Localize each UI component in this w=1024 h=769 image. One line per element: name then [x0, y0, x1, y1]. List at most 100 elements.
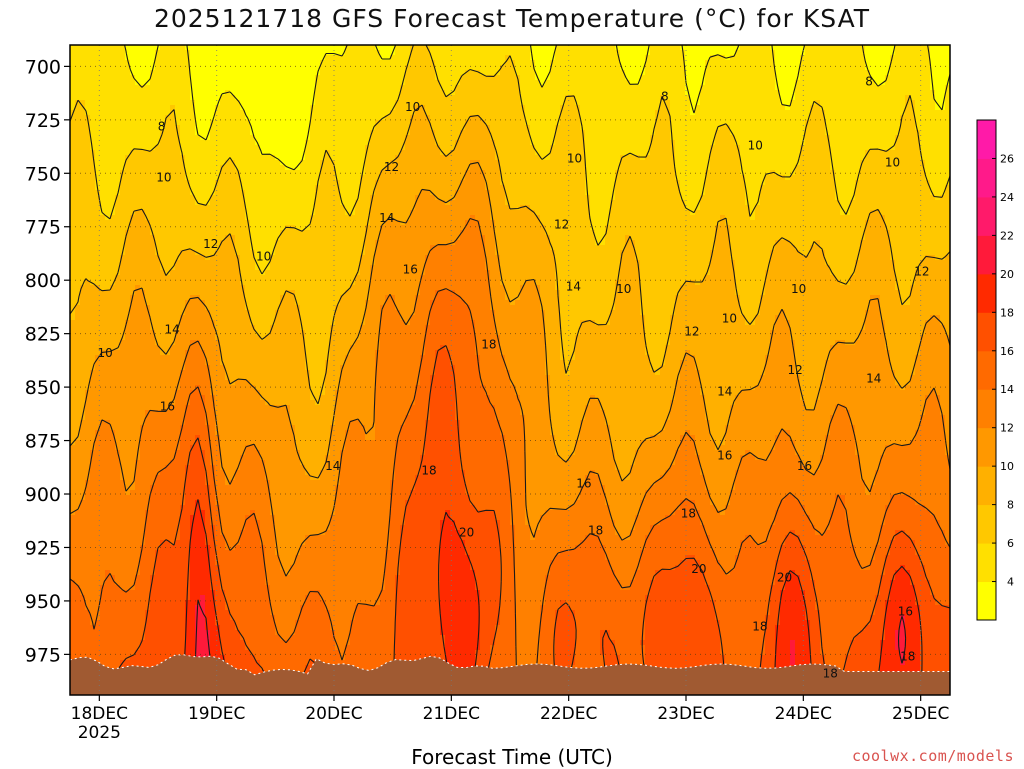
field-cell: [810, 145, 816, 151]
field-cell: [260, 100, 266, 106]
field-cell: [500, 155, 506, 161]
field-cell: [475, 125, 481, 131]
field-cell: [205, 160, 211, 166]
field-cell: [145, 55, 151, 61]
field-cell: [835, 120, 841, 126]
field-cell: [505, 175, 511, 181]
field-cell: [730, 140, 736, 146]
field-cell: [75, 135, 81, 141]
field-cell: [730, 125, 736, 131]
field-cell: [605, 85, 611, 91]
field-cell: [660, 130, 666, 136]
field-cell: [255, 95, 261, 101]
field-cell: [335, 145, 341, 151]
field-cell: [640, 140, 646, 146]
field-cell: [895, 65, 901, 71]
field-cell: [265, 55, 271, 61]
field-cell: [295, 60, 301, 66]
field-cell: [655, 80, 661, 86]
field-cell: [445, 135, 451, 141]
field-cell: [155, 105, 161, 111]
field-cell: [75, 95, 81, 101]
field-cell: [235, 155, 241, 161]
field-cell: [230, 175, 236, 181]
field-cell: [460, 80, 466, 86]
field-cell: [125, 125, 131, 131]
field-cell: [855, 95, 861, 101]
field-cell: [710, 45, 716, 51]
field-cell: [295, 85, 301, 91]
field-cell: [675, 50, 681, 56]
field-cell: [310, 160, 316, 166]
field-cell: [845, 105, 851, 111]
field-cell: [220, 85, 226, 91]
field-cell: [650, 65, 656, 71]
field-cell: [755, 95, 761, 101]
field-cell: [185, 150, 191, 156]
field-cell: [805, 80, 811, 86]
field-cell: [790, 50, 796, 56]
field-cell: [190, 55, 196, 61]
field-cell: [180, 105, 186, 111]
field-cell: [700, 135, 706, 141]
field-cell: [75, 155, 81, 161]
field-cell: [605, 55, 611, 61]
field-cell: [675, 75, 681, 81]
field-cell: [635, 50, 641, 56]
field-cell: [630, 130, 636, 136]
field-cell: [120, 90, 126, 96]
field-cell: [765, 55, 771, 61]
field-cell: [260, 75, 266, 81]
field-cell: [680, 80, 686, 86]
field-cell: [390, 80, 396, 86]
field-cell: [655, 60, 661, 66]
field-cell: [335, 75, 341, 81]
field-cell: [485, 50, 491, 56]
field-cell: [575, 80, 581, 86]
field-cell: [870, 150, 876, 156]
field-cell: [285, 155, 291, 161]
field-cell: [455, 100, 461, 106]
field-cell: [160, 160, 166, 166]
field-cell: [605, 50, 611, 56]
field-cell: [615, 120, 621, 126]
field-cell: [350, 90, 356, 96]
field-cell: [270, 50, 276, 56]
field-cell: [275, 55, 281, 61]
field-cell: [570, 100, 576, 106]
field-cell: [600, 65, 606, 71]
field-cell: [110, 110, 116, 116]
field-cell: [210, 150, 216, 156]
field-cell: [850, 130, 856, 136]
field-cell: [320, 90, 326, 96]
field-cell: [330, 90, 336, 96]
field-cell: [325, 120, 331, 126]
field-cell: [645, 100, 651, 106]
field-cell: [195, 145, 201, 151]
field-cell: [255, 180, 261, 186]
field-cell: [455, 150, 461, 156]
field-cell: [395, 185, 401, 191]
field-cell: [290, 50, 296, 56]
field-cell: [795, 175, 801, 181]
field-cell: [845, 65, 851, 71]
field-cell: [300, 180, 306, 186]
field-cell: [935, 160, 941, 166]
field-cell: [260, 60, 266, 66]
field-cell: [280, 50, 286, 56]
field-cell: [565, 80, 571, 86]
field-cell: [130, 165, 136, 171]
field-cell: [375, 85, 381, 91]
field-cell: [690, 65, 696, 71]
field-cell: [630, 180, 636, 186]
field-cell: [645, 75, 651, 81]
field-cell: [295, 50, 301, 56]
field-cell: [250, 55, 256, 61]
field-cell: [705, 85, 711, 91]
field-cell: [880, 60, 886, 66]
field-cell: [175, 85, 181, 91]
field-cell: [400, 120, 406, 126]
field-cell: [380, 105, 386, 111]
field-cell: [400, 45, 406, 51]
field-cell: [580, 80, 586, 86]
